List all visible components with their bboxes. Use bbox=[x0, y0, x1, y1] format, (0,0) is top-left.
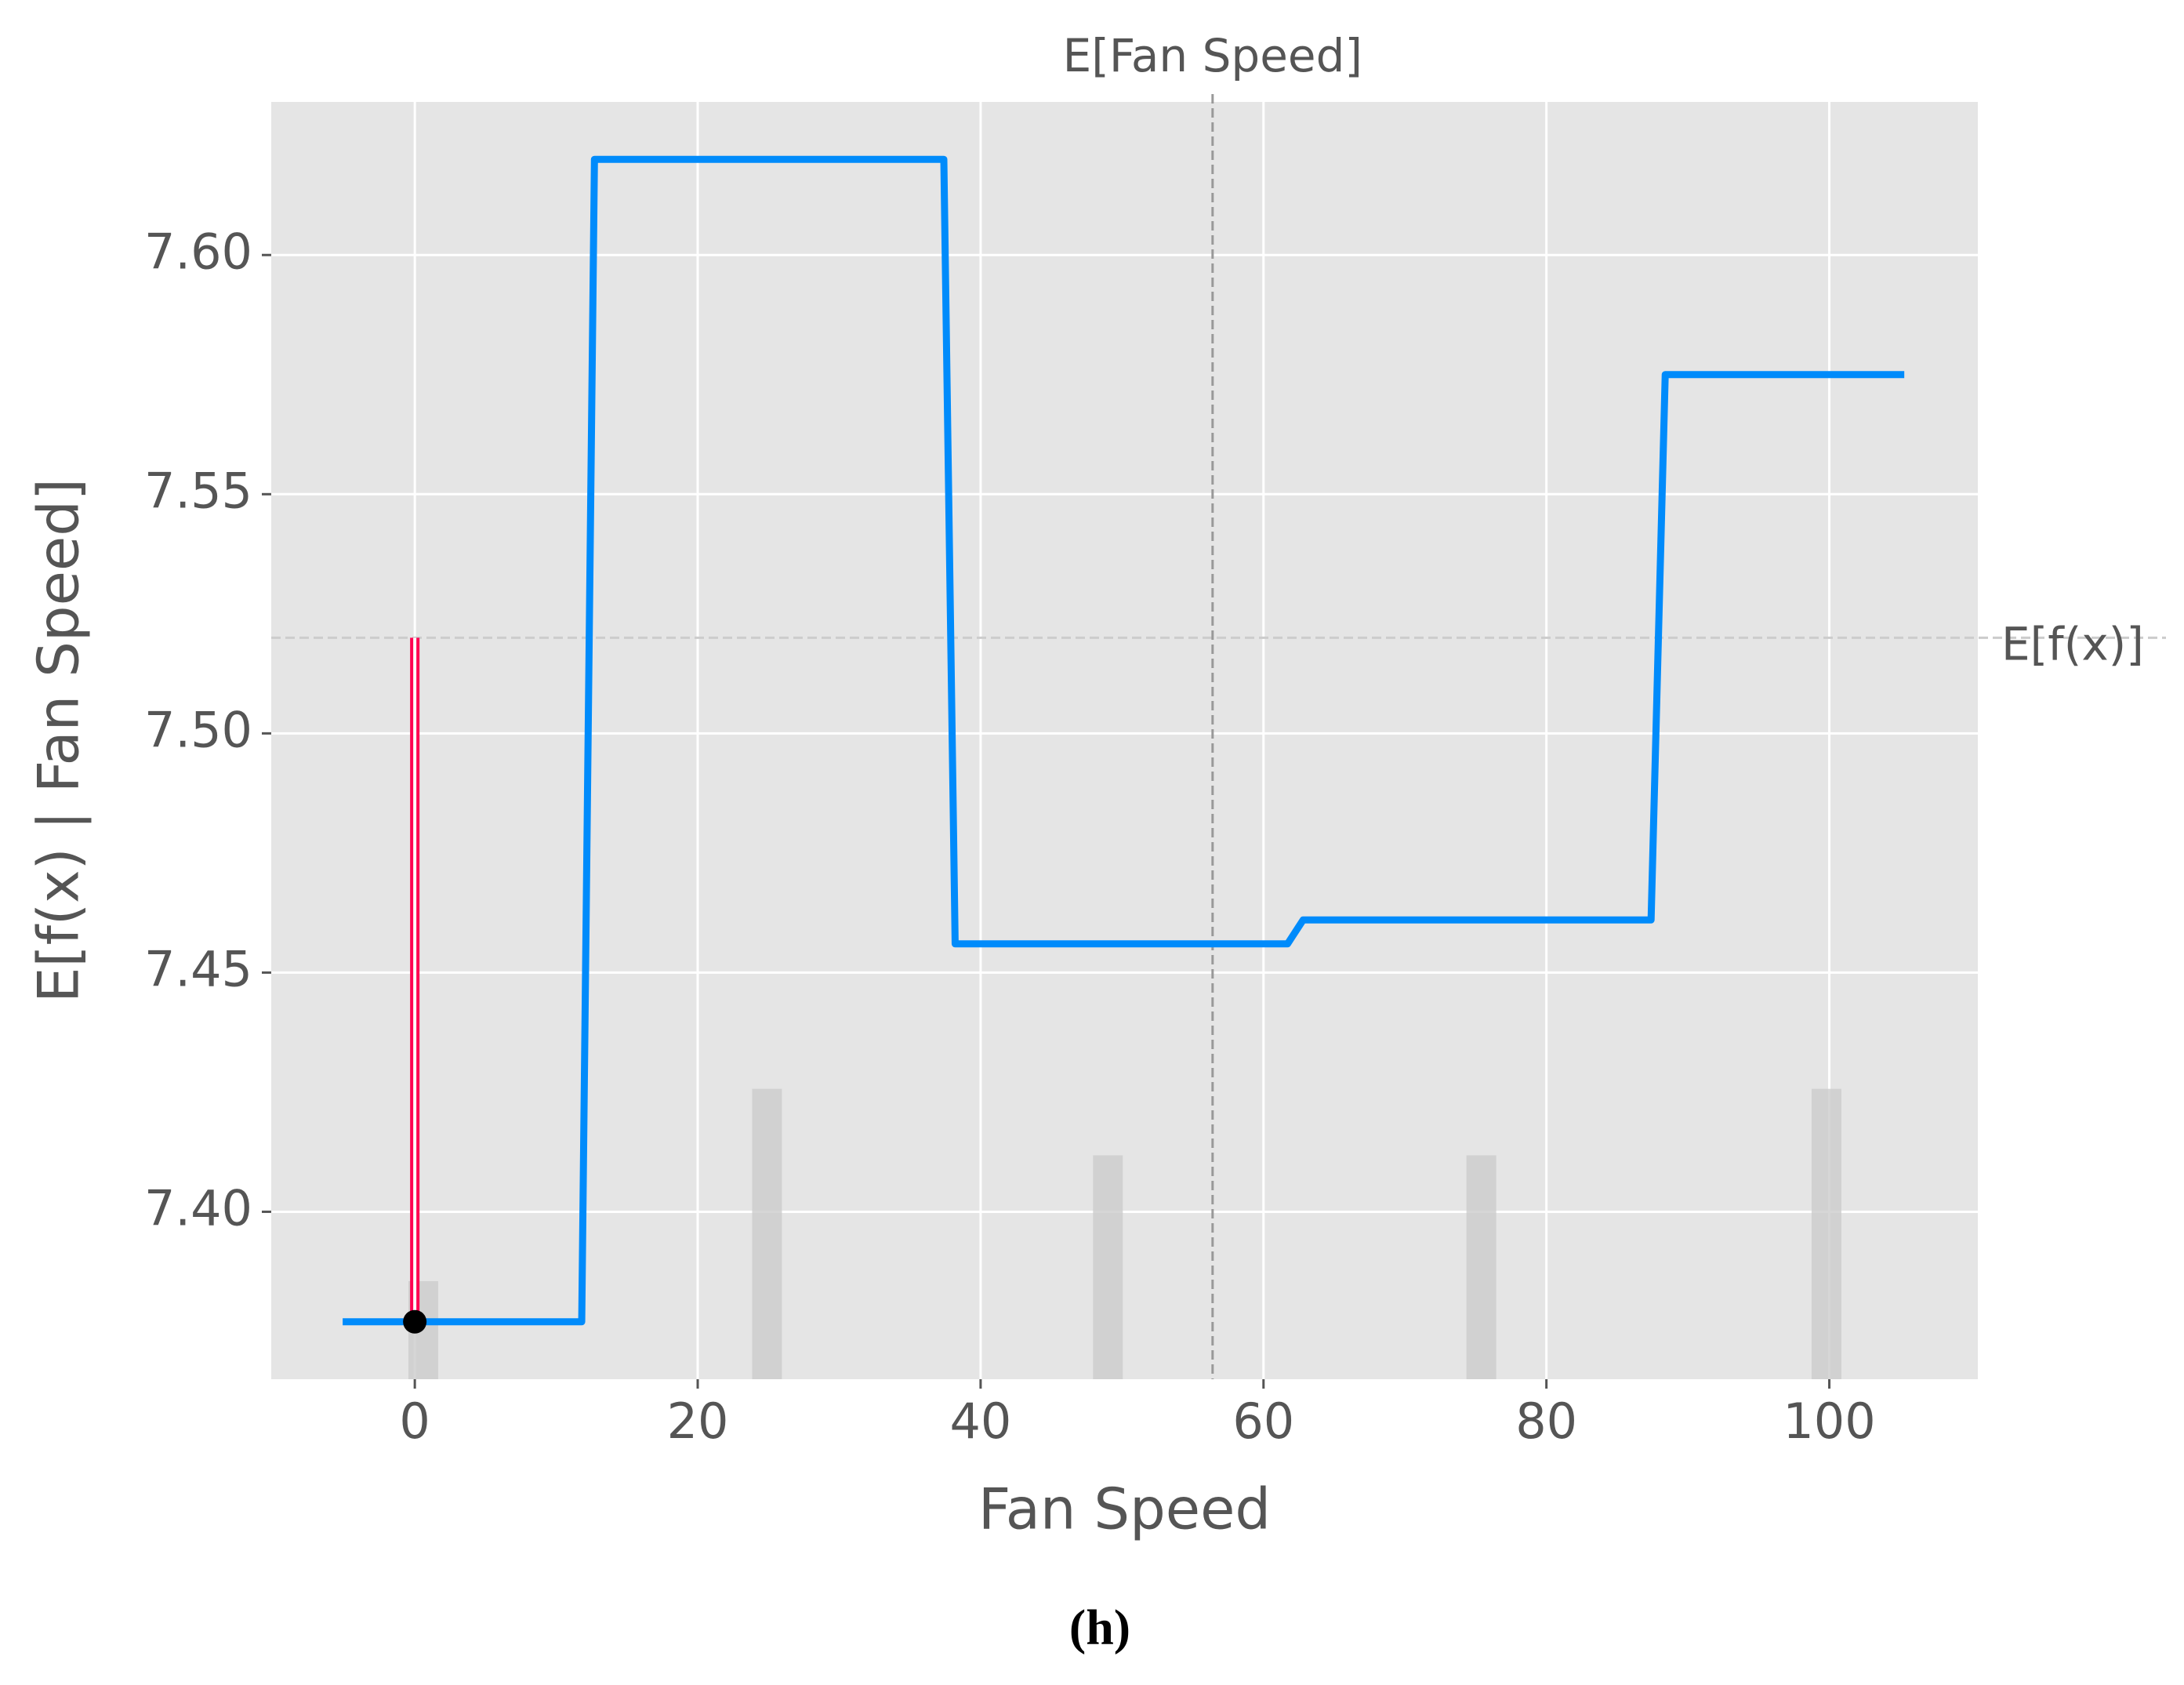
x-tick-label: 60 bbox=[1232, 1393, 1294, 1450]
y-tick-label: 7.55 bbox=[144, 462, 252, 519]
x-tick-label: 100 bbox=[1783, 1393, 1875, 1450]
sample-point bbox=[403, 1309, 427, 1334]
histogram-bar bbox=[1811, 1088, 1841, 1379]
y-axis-label: E[f(x) | Fan Speed] bbox=[26, 478, 93, 1003]
expected-feature-label: E[Fan Speed] bbox=[1063, 29, 1363, 82]
histogram-bar bbox=[752, 1088, 782, 1379]
x-tick-label: 80 bbox=[1515, 1393, 1577, 1450]
x-axis-label: Fan Speed bbox=[978, 1476, 1271, 1542]
caption: (h) bbox=[1069, 1600, 1130, 1655]
expected-value-label: E[f(x)] bbox=[2001, 617, 2144, 670]
plot-area bbox=[271, 102, 1978, 1379]
y-tick-label: 7.50 bbox=[144, 701, 252, 758]
x-tick-label: 40 bbox=[949, 1393, 1011, 1450]
dependence-line bbox=[343, 155, 1905, 1326]
y-tick-label: 7.60 bbox=[144, 223, 252, 280]
y-tick-label: 7.40 bbox=[144, 1180, 252, 1237]
histogram-bar bbox=[1466, 1155, 1497, 1379]
x-tick-label: 0 bbox=[399, 1393, 430, 1450]
x-tick-label: 20 bbox=[667, 1393, 729, 1450]
y-tick-label: 7.45 bbox=[144, 940, 252, 997]
histogram-bar bbox=[1093, 1155, 1123, 1379]
